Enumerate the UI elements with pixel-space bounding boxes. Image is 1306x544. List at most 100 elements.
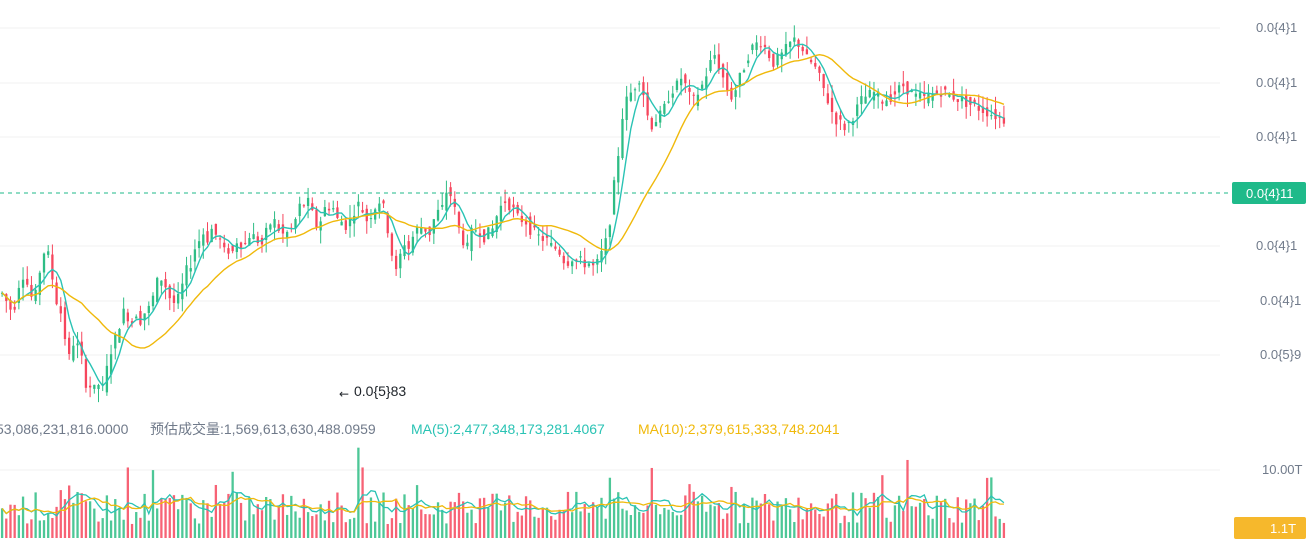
candle-body [210,228,213,243]
volume-bar [164,498,167,538]
volume-bar [738,523,741,538]
volume-bar [931,518,934,538]
volume-bar [659,514,662,538]
volume-bar [952,522,955,538]
candle-body [449,187,452,197]
volume-bar [755,500,758,538]
volume-bar [835,493,838,538]
candle-body [223,242,226,248]
current-price-tag-label: 0.0{4}11 [1246,186,1293,201]
candle-body [130,321,134,324]
candle-body [545,234,549,238]
candle-body [340,221,343,226]
candle-body [327,208,331,211]
candle-body [51,254,54,280]
volume-bar [13,504,16,538]
candle-body [772,53,775,67]
volume-bar [47,513,50,538]
volume-bar [981,505,985,538]
candle-body [415,226,419,234]
candle-body [512,204,515,208]
volume-bar [533,516,536,538]
candle-body [63,307,67,340]
volume-bar [357,447,360,538]
volume-bar [830,498,834,538]
candle-body [139,311,142,325]
volume-bar [721,518,725,538]
candle-body [185,265,188,286]
candle-body [604,238,607,255]
volume-bar [244,520,247,538]
volume-bar [935,495,938,538]
volume-bar [181,494,184,538]
volume-bar [772,520,775,538]
volume-bar [784,498,788,538]
candle-body [822,74,825,89]
candle-body [629,92,632,101]
volume-bar [38,520,41,538]
candle-body [721,64,725,78]
volume-bar [667,509,670,538]
volume-bar [944,498,947,538]
candle-body [378,203,381,212]
candle-body [13,306,16,310]
volume-bar [218,503,222,538]
candle-body [294,218,297,229]
candle-body [445,192,448,211]
volume-bar [868,507,871,538]
candle-body [868,90,871,98]
volume-bar [499,510,503,538]
volume-bar [160,498,163,538]
candle-body [885,100,888,107]
volume-bar [860,492,863,538]
candle-body [361,210,364,213]
volume-bar [478,498,482,538]
candle-body [172,295,176,303]
candle-body [160,280,163,286]
volume-bar [512,521,515,538]
candle-body [797,39,800,47]
candle-body [47,251,50,255]
candle-body [508,198,511,211]
volume-bar [839,523,842,538]
candle-body [897,85,901,93]
volume-ma10-line [1,496,1004,515]
candle-body [323,207,327,217]
volume-bar [394,498,398,538]
candle-body [273,219,276,228]
volume-bar [956,497,959,538]
left-arrow-icon: ← [339,387,349,401]
candle-body [390,233,394,256]
candle-body [600,250,603,263]
volume-bar [889,521,892,538]
volume-bar [168,498,171,538]
volume-bar [1002,522,1006,538]
volume-bar [172,495,176,538]
candle-body [843,123,846,131]
volume-bar [302,498,306,538]
candle-body [147,305,150,313]
candle-body [705,76,708,90]
grid-layer [0,27,1220,471]
volume-bar [998,518,1001,538]
volume-bar [474,523,477,538]
volume-bar [793,522,796,538]
volume-bar [596,507,599,538]
candle-body [1002,117,1006,124]
candle-body [793,37,796,42]
volume-bar [260,510,264,538]
candle-body [369,218,373,220]
volume-bar [68,485,71,538]
volume-bar [985,477,989,538]
candle-body [977,106,980,111]
candle-body [516,204,519,214]
volume-bar [332,522,335,538]
candle-body [755,42,758,50]
volume-bar [5,518,8,538]
candle-body [21,279,25,288]
candle-body [730,87,733,100]
volume-bar [294,511,297,538]
candle-body [386,213,389,234]
